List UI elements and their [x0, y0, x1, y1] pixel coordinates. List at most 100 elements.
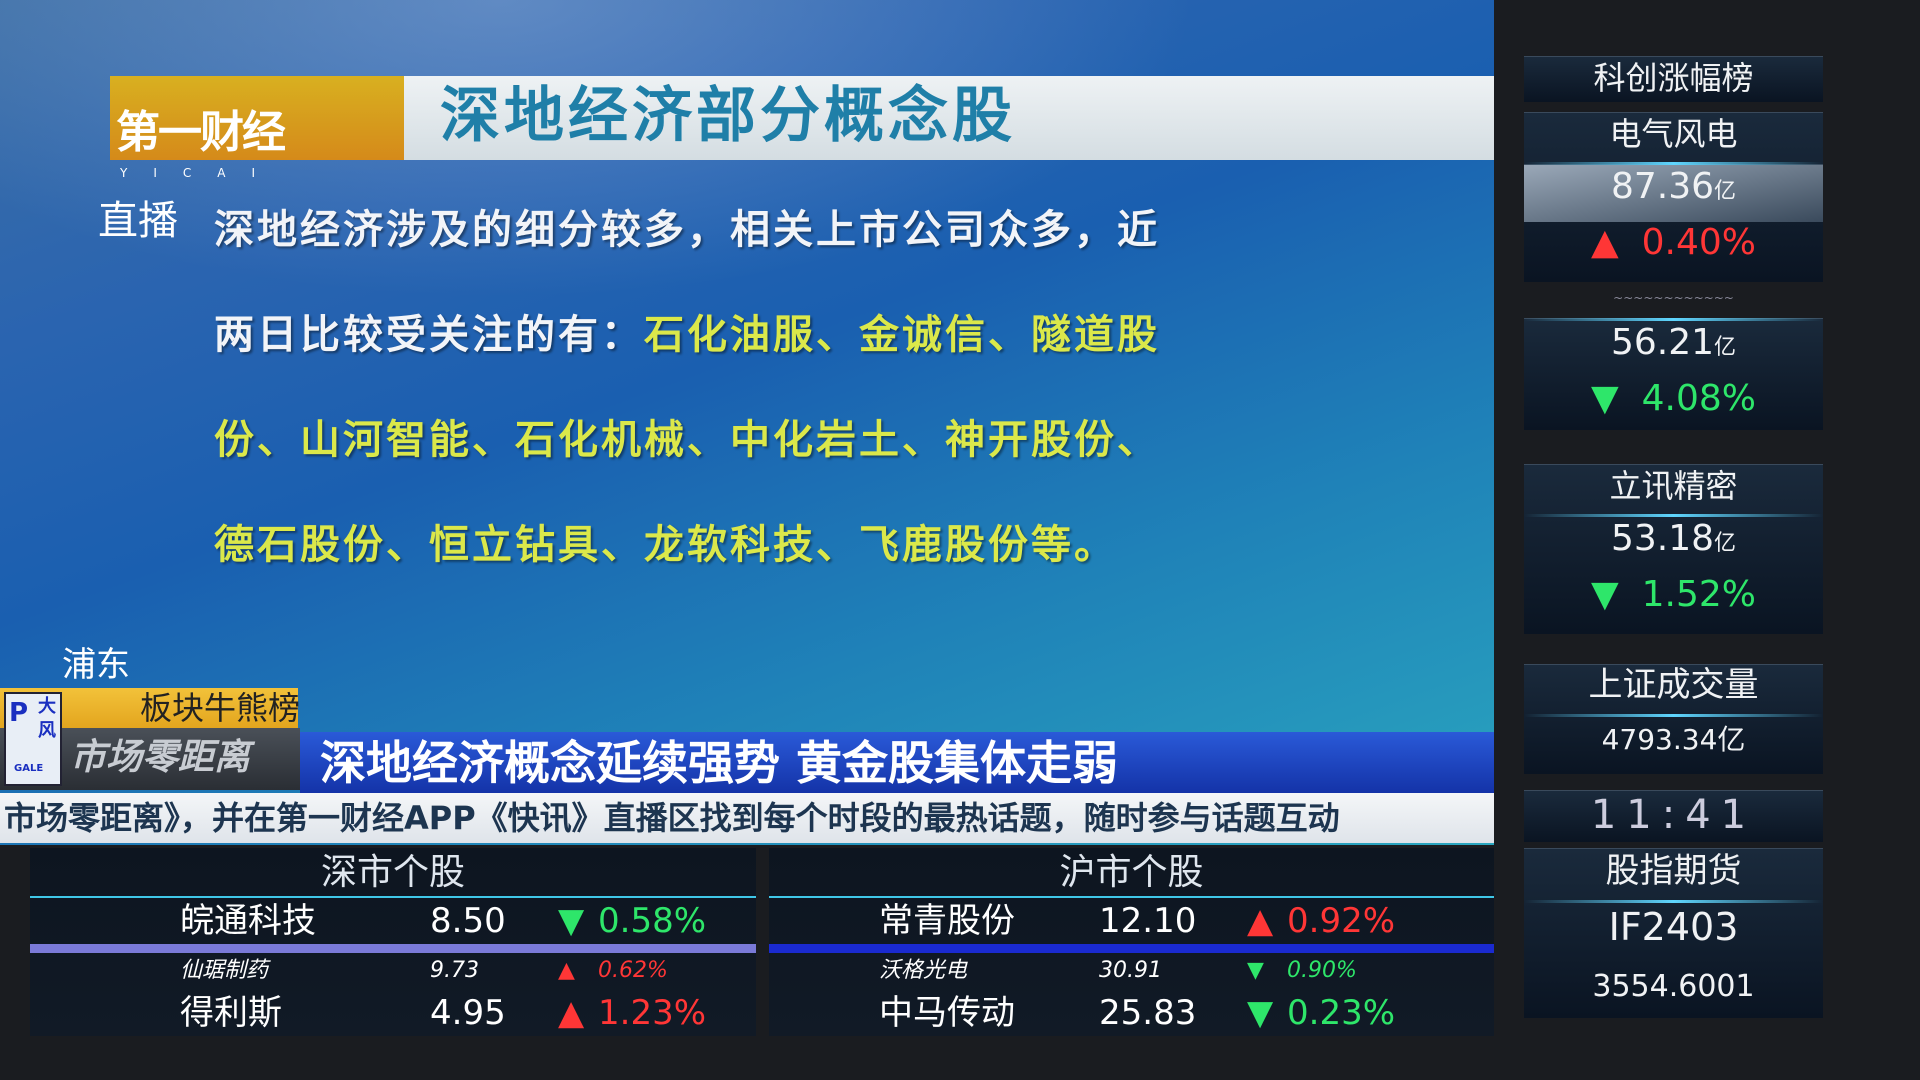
slide-title: 深地经济部分概念股	[440, 81, 1016, 151]
value: 87.36	[1610, 166, 1715, 207]
location-label: 浦东	[62, 645, 130, 685]
table-row: 中马传动 25.83 ▼ 0.23%	[769, 990, 1494, 1036]
futures-value: 3554.6001	[1592, 969, 1755, 1004]
ticker-text: 市场零距离》，并在第一财经APP《快讯》直播区找到每个时段的最热话题，随时参与话…	[4, 799, 1340, 837]
volume-label: 上证成交量	[1588, 665, 1759, 705]
panel-box	[1524, 664, 1823, 774]
body-line-1: 深地经济涉及的细分较多，相关上市公司众多，近	[214, 207, 1160, 253]
stock-price: 30.91	[1099, 958, 1162, 983]
table-row: 皖通科技 8.50 ▼ 0.58%	[30, 898, 756, 944]
yicai-logo: 第一财经	[116, 107, 286, 158]
ticker-bar	[0, 793, 1494, 843]
unit: 亿	[1714, 179, 1737, 204]
stock-change: 0.58%	[598, 901, 707, 941]
up-arrow-icon: ▲	[558, 958, 575, 983]
stock-change: 0.90%	[1287, 958, 1357, 983]
glow-line	[1524, 162, 1823, 165]
body-line-4: 德石股份、恒立钻具、龙软科技、飞鹿股份等。	[214, 522, 1117, 568]
change: ▼ 4.08%	[1524, 378, 1823, 419]
live-label: 直播	[98, 198, 178, 244]
headline-bar	[300, 732, 1494, 793]
down-arrow-icon: ▼	[1247, 958, 1264, 983]
panel-box	[1524, 56, 1823, 102]
market-value: 56.21亿	[1524, 322, 1823, 363]
table-row: 得利斯 4.95 ▲ 1.23%	[30, 990, 756, 1036]
change-value: 4.08%	[1641, 378, 1756, 419]
stock-price: 25.83	[1099, 993, 1197, 1033]
stock-change: 0.62%	[598, 958, 668, 983]
table-row: 沃格光电 30.91 ▼ 0.90%	[769, 952, 1494, 998]
panel-box	[1524, 318, 1823, 430]
unit: 亿	[1714, 531, 1737, 556]
down-arrow-icon: ▼	[1247, 993, 1274, 1033]
panel-box	[1524, 848, 1823, 1018]
body-line-2: 两日比较受关注的有：石化油服、金诚信、隧道股	[214, 311, 1160, 359]
flag-icon: P	[9, 698, 29, 728]
stock-name: 沃格光电	[879, 958, 968, 983]
change: ▼ 1.52%	[1524, 574, 1823, 615]
futures-code: IF2403	[1608, 905, 1739, 949]
highlight-box	[1524, 164, 1823, 222]
down-arrow-icon: ▼	[1591, 378, 1619, 419]
channel-logo-bottom: 风	[38, 720, 56, 741]
stock-change: 1.23%	[598, 993, 707, 1033]
up-arrow-icon: ▲	[1247, 901, 1274, 941]
row-divider	[769, 944, 1494, 953]
up-arrow-icon: ▲	[558, 993, 585, 1033]
panel-box	[1524, 790, 1823, 842]
sh-stocks-table: 沪市个股 常青股份 12.10 ▲ 0.92% 沃格光电 30.91 ▼ 0.9…	[769, 848, 1494, 1036]
stock-name: 仙琚制药	[180, 958, 269, 983]
clock: 11:41	[1590, 792, 1757, 838]
glow-line	[1524, 318, 1823, 321]
down-arrow-icon: ▼	[1591, 574, 1619, 615]
down-arrow-icon: ▼	[558, 901, 585, 941]
program-logo: 市场零距离	[70, 737, 251, 778]
glow-line	[1524, 714, 1823, 717]
change: ▲ 0.40%	[1524, 222, 1823, 263]
row-divider	[30, 944, 756, 953]
market-value: 87.36亿	[1524, 166, 1823, 207]
change-value: 1.52%	[1641, 574, 1756, 615]
glow-line	[1524, 900, 1823, 903]
panel-box	[1524, 464, 1823, 634]
table-title: 深市个股	[30, 852, 756, 898]
stock-price: 4.95	[430, 993, 506, 1033]
glow-line	[1524, 514, 1823, 517]
stock-change: 0.92%	[1287, 901, 1396, 941]
stock-name: 电气风电	[1609, 115, 1738, 153]
yicai-logo-box	[110, 76, 404, 160]
headline: 深地经济概念延续强势 黄金股集体走弱	[320, 736, 1119, 790]
market-value: 53.18亿	[1524, 518, 1823, 559]
segment-label: 板块牛熊榜	[140, 689, 301, 727]
stock-price: 12.10	[1099, 901, 1197, 941]
body-line-3: 份、山河智能、石化机械、中化岩土、神开股份、	[214, 417, 1160, 463]
stock-name: 立讯精密	[1609, 467, 1738, 505]
channel-logo: P 大 风 GALE	[4, 692, 62, 786]
stock-change: 0.23%	[1287, 993, 1396, 1033]
obscured-label: ~~~~~~~~~~~~	[1613, 291, 1734, 305]
stock-list: 石化油服、金诚信、隧道股	[644, 312, 1160, 358]
value: 56.21	[1610, 322, 1715, 363]
table-title: 沪市个股	[769, 852, 1494, 898]
up-arrow-icon: ▲	[1591, 222, 1619, 263]
stock-price: 8.50	[430, 901, 506, 941]
table-row: 常青股份 12.10 ▲ 0.92%	[769, 898, 1494, 944]
stock-name: 皖通科技	[180, 901, 316, 941]
stock-price: 9.73	[430, 958, 479, 983]
stock-name: 常青股份	[879, 901, 1015, 941]
title-band	[404, 76, 1494, 160]
stock-name: 中马传动	[879, 993, 1015, 1033]
value: 53.18	[1610, 518, 1715, 559]
side-title: 科创涨幅榜	[1593, 59, 1754, 97]
body-text: 两日比较受关注的有：	[214, 312, 644, 358]
yicai-logo-sub: YICAI	[120, 166, 281, 180]
unit: 亿	[1714, 335, 1737, 360]
table-row: 仙琚制药 9.73 ▲ 0.62%	[30, 952, 756, 998]
channel-logo-top: 大	[38, 696, 56, 717]
volume-value: 4793.34亿	[1601, 723, 1746, 756]
channel-logo-tag: GALE	[14, 763, 44, 774]
futures-label: 股指期货	[1605, 851, 1742, 891]
sz-stocks-table: 深市个股 皖通科技 8.50 ▼ 0.58% 仙琚制药 9.73 ▲ 0.62%…	[30, 848, 756, 1036]
change-value: 0.40%	[1641, 222, 1756, 263]
stock-name: 得利斯	[180, 993, 282, 1033]
